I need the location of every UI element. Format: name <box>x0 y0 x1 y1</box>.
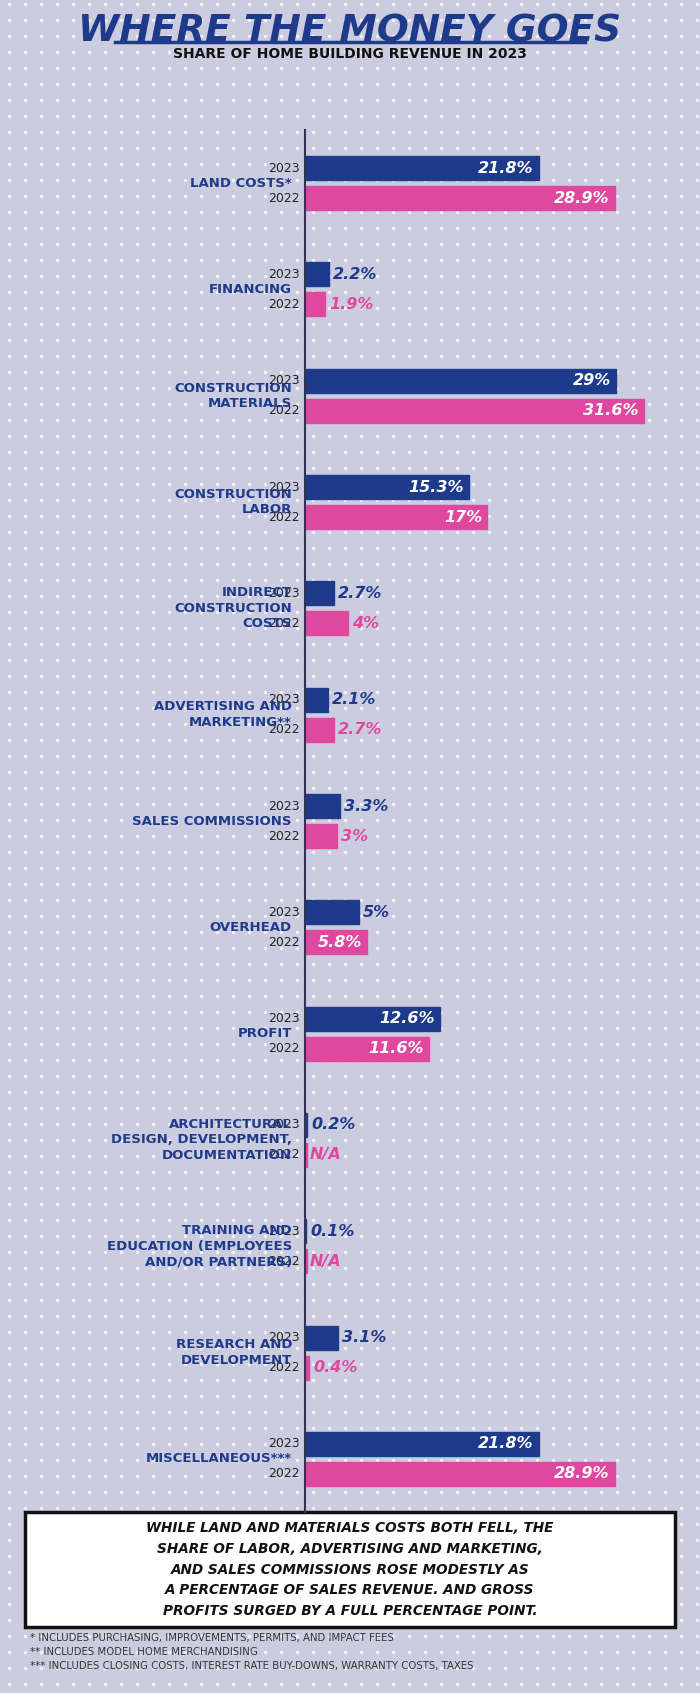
Text: 31.6%: 31.6% <box>583 403 638 418</box>
Text: 12.6%: 12.6% <box>379 1011 435 1026</box>
Bar <box>305 581 334 606</box>
Text: 28.9%: 28.9% <box>554 1466 610 1481</box>
Text: N/A: N/A <box>310 1255 342 1268</box>
Bar <box>305 369 616 393</box>
Text: 2023: 2023 <box>268 374 300 388</box>
Text: 0.4%: 0.4% <box>314 1359 358 1375</box>
Bar <box>305 156 538 179</box>
Text: 2023: 2023 <box>268 1012 300 1026</box>
Text: 2022: 2022 <box>268 405 300 416</box>
Bar <box>305 687 328 711</box>
Text: WHERE THE MONEY GOES: WHERE THE MONEY GOES <box>78 14 622 49</box>
Text: FINANCING: FINANCING <box>209 283 292 296</box>
Text: 15.3%: 15.3% <box>408 479 464 494</box>
Text: 4%: 4% <box>352 616 379 631</box>
Text: 2022: 2022 <box>268 936 300 948</box>
Text: 2022: 2022 <box>268 191 300 205</box>
Text: TRAINING AND
EDUCATION (EMPLOYEES
AND/OR PARTNERS): TRAINING AND EDUCATION (EMPLOYEES AND/OR… <box>106 1224 292 1268</box>
Text: WHILE LAND AND MATERIALS COSTS BOTH FELL, THE
SHARE OF LABOR, ADVERTISING AND MA: WHILE LAND AND MATERIALS COSTS BOTH FELL… <box>146 1522 554 1619</box>
Bar <box>305 262 328 286</box>
Bar <box>305 794 340 818</box>
Text: 2022: 2022 <box>268 1468 300 1480</box>
Bar <box>305 1036 429 1060</box>
Bar <box>305 901 358 924</box>
Text: 28.9%: 28.9% <box>554 191 610 205</box>
Text: CONSTRUCTION
LABOR: CONSTRUCTION LABOR <box>174 488 292 516</box>
Bar <box>305 611 348 635</box>
Text: 2.7%: 2.7% <box>338 723 382 736</box>
Text: 2022: 2022 <box>268 1255 300 1268</box>
Text: 2022: 2022 <box>268 1148 300 1161</box>
Text: 29%: 29% <box>573 372 610 388</box>
Text: 0.1%: 0.1% <box>310 1224 354 1239</box>
Text: 2022: 2022 <box>268 511 300 523</box>
Bar <box>305 1249 307 1273</box>
Bar <box>305 186 615 210</box>
Text: 1.9%: 1.9% <box>330 296 374 312</box>
Bar <box>305 1326 338 1349</box>
Text: 5%: 5% <box>363 904 390 919</box>
Text: 3.3%: 3.3% <box>344 799 388 814</box>
Text: 2022: 2022 <box>268 1361 300 1375</box>
Bar <box>305 1112 307 1138</box>
Text: LAND COSTS*: LAND COSTS* <box>190 176 292 190</box>
Text: 2022: 2022 <box>268 723 300 736</box>
Text: 21.8%: 21.8% <box>478 161 533 176</box>
Text: 2023: 2023 <box>268 267 300 281</box>
Text: 2022: 2022 <box>268 1043 300 1055</box>
Text: 2023: 2023 <box>268 1437 300 1451</box>
Text: 17%: 17% <box>444 510 482 525</box>
Text: ADVERTISING AND
MARKETING**: ADVERTISING AND MARKETING** <box>154 701 292 730</box>
Text: 2023: 2023 <box>268 481 300 494</box>
Text: 2023: 2023 <box>268 692 300 706</box>
Text: 3%: 3% <box>341 828 368 843</box>
Text: 2023: 2023 <box>268 906 300 919</box>
Bar <box>305 1432 538 1456</box>
Bar <box>305 476 469 499</box>
Bar <box>305 505 487 530</box>
Bar <box>305 1219 306 1243</box>
FancyBboxPatch shape <box>25 1512 675 1627</box>
Text: 2.2%: 2.2% <box>332 267 377 283</box>
Text: 2022: 2022 <box>268 616 300 630</box>
Text: INDIRECT
CONSTRUCTION
COSTS: INDIRECT CONSTRUCTION COSTS <box>174 586 292 630</box>
Text: 3.1%: 3.1% <box>342 1331 386 1344</box>
Text: 21.8%: 21.8% <box>478 1436 533 1451</box>
Text: 11.6%: 11.6% <box>369 1041 424 1056</box>
Text: 2023: 2023 <box>268 161 300 174</box>
Bar <box>305 931 367 955</box>
Bar <box>305 293 326 317</box>
Text: 0.2%: 0.2% <box>311 1117 356 1133</box>
Bar <box>305 718 334 742</box>
Text: OVERHEAD: OVERHEAD <box>210 921 292 935</box>
Bar <box>305 1356 309 1380</box>
Bar <box>305 400 643 423</box>
Text: SHARE OF HOME BUILDING REVENUE IN 2023: SHARE OF HOME BUILDING REVENUE IN 2023 <box>173 47 527 61</box>
Bar <box>305 824 337 848</box>
Bar <box>305 1461 615 1486</box>
Text: * INCLUDES PURCHASING, IMPROVEMENTS, PERMITS, AND IMPACT FEES: * INCLUDES PURCHASING, IMPROVEMENTS, PER… <box>30 1634 394 1642</box>
Text: ARCHITECTURAL
DESIGN, DEVELOPMENT,
DOCUMENTATION: ARCHITECTURAL DESIGN, DEVELOPMENT, DOCUM… <box>111 1117 292 1161</box>
Text: 2023: 2023 <box>268 1224 300 1238</box>
Text: 2023: 2023 <box>268 587 300 599</box>
Text: 2022: 2022 <box>268 830 300 843</box>
Bar <box>305 1007 440 1031</box>
Text: N/A: N/A <box>310 1148 342 1163</box>
Text: PROFIT: PROFIT <box>237 1028 292 1040</box>
Text: 2022: 2022 <box>268 298 300 312</box>
Text: 2.1%: 2.1% <box>332 692 376 708</box>
Text: MISCELLANEOUS***: MISCELLANEOUS*** <box>146 1453 292 1466</box>
Text: 2023: 2023 <box>268 1119 300 1131</box>
Bar <box>305 1143 307 1166</box>
Text: 5.8%: 5.8% <box>318 935 362 950</box>
Text: CONSTRUCTION
MATERIALS: CONSTRUCTION MATERIALS <box>174 381 292 410</box>
Text: 2023: 2023 <box>268 1331 300 1344</box>
Text: SALES COMMISSIONS: SALES COMMISSIONS <box>132 814 292 828</box>
Text: 2023: 2023 <box>268 799 300 813</box>
Text: ** INCLUDES MODEL HOME MERCHANDISING: ** INCLUDES MODEL HOME MERCHANDISING <box>30 1647 258 1657</box>
Text: RESEARCH AND
DEVELOPMENT: RESEARCH AND DEVELOPMENT <box>176 1337 292 1366</box>
Text: *** INCLUDES CLOSING COSTS, INTEREST RATE BUY-DOWNS, WARRANTY COSTS, TAXES: *** INCLUDES CLOSING COSTS, INTEREST RAT… <box>30 1661 473 1671</box>
Text: 2.7%: 2.7% <box>338 586 382 601</box>
